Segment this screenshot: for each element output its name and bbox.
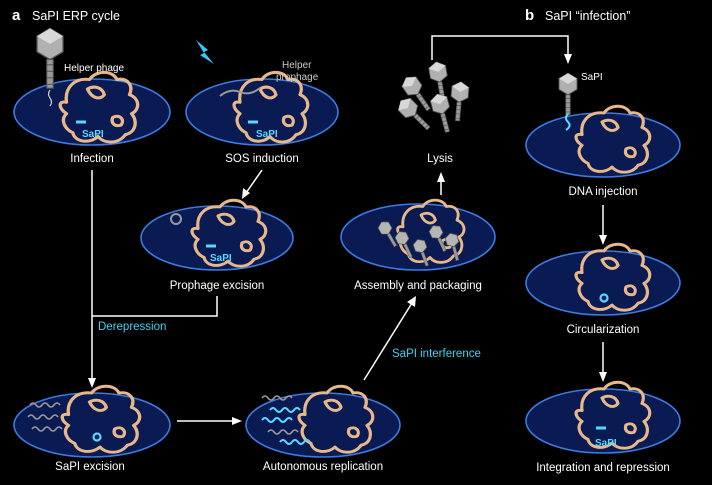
panel-b-title: SaPI “infection” [545, 9, 630, 23]
cell-circularization [525, 242, 681, 316]
panel-a-letter: a [12, 7, 21, 24]
sapi-phage-icon [558, 72, 578, 116]
cell-integration-repression: SaPI [525, 380, 681, 454]
cell-assembly-packaging [340, 198, 496, 271]
label-integration-repression: Integration and repression [536, 462, 670, 474]
panel-a-title: SaPI ERP cycle [32, 9, 120, 23]
circularized-sapi [599, 293, 609, 303]
label-sapi-interference: SaPI interference [392, 348, 481, 360]
cell-infection: SaPI [13, 27, 171, 146]
helper-prophage-label-2: prophage [276, 72, 319, 83]
label-autonomous-replication: Autonomous replication [263, 461, 383, 473]
label-circularization: Circularization [567, 324, 640, 336]
sapi-circle [92, 432, 102, 442]
panel-b-letter: b [525, 7, 534, 24]
excised-prophage-circle [170, 213, 182, 225]
label-derepression: Derepression [98, 321, 166, 333]
helper-phage-icon [36, 27, 64, 89]
sapi-label-infection: SaPI [82, 129, 104, 140]
cell-prophage-excision: SaPI [140, 198, 294, 271]
sapi-phage-label: SaPI [581, 72, 603, 83]
sapi-label-integrated: SaPI [595, 438, 617, 449]
lightning-icon [196, 40, 214, 64]
sapi-label-excision: SaPI [210, 253, 232, 264]
label-lysis: Lysis [427, 153, 453, 165]
label-assembly-packaging: Assembly and packaging [354, 280, 482, 292]
label-prophage-excision: Prophage excision [170, 280, 265, 292]
label-sapi-excision: SaPI excision [55, 461, 125, 473]
cell-sapi-excision [13, 384, 171, 458]
label-infection: Infection [70, 153, 113, 165]
cell-dna-injection [525, 72, 681, 178]
flow-arrows [88, 35, 607, 425]
helper-prophage-label-1: Helper [282, 60, 312, 71]
sapi-label-sos: SaPI [256, 129, 278, 140]
lysis-phages [394, 60, 470, 135]
helper-phage-label: Helper phage [64, 63, 124, 74]
cell-autonomous-replication [245, 384, 401, 458]
label-dna-injection: DNA injection [568, 186, 637, 198]
label-sos-induction: SOS induction [225, 153, 299, 165]
cell-sos-induction: SaPI [185, 40, 339, 146]
